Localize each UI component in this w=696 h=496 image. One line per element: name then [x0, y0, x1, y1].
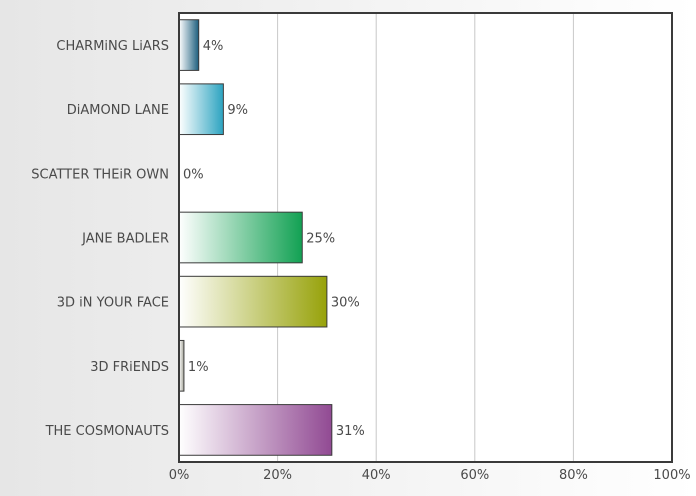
x-tick-label: 80% [559, 468, 588, 483]
x-tick-label: 0% [169, 468, 190, 483]
x-tick-label: 60% [460, 468, 489, 483]
gridlines [277, 13, 574, 462]
value-label: 0% [183, 167, 204, 182]
bar [178, 211, 303, 264]
category-label: DiAMOND LANE [67, 103, 169, 118]
category-label: JANE BADLER [81, 232, 169, 247]
category-label: 3D iN YOUR FACE [57, 296, 169, 311]
bar [178, 275, 328, 328]
bar [178, 83, 224, 136]
x-tick-label: 20% [263, 468, 292, 483]
value-labels: 4% 9% 0% 25% 30% 1% 31% [183, 39, 365, 439]
value-label: 9% [227, 103, 248, 118]
plot-frame [178, 12, 673, 463]
x-axis-ticks: 0% 20% 40% 60% 80% 100% [169, 468, 691, 483]
value-label: 31% [336, 424, 365, 439]
category-label: THE COSMONAUTS [45, 424, 169, 439]
bar [178, 19, 200, 71]
bar [178, 404, 333, 456]
category-label: 3D FRiENDS [90, 360, 169, 375]
value-label: 25% [306, 232, 335, 247]
category-labels: CHARMiNG LiARS DiAMOND LANE SCATTER THEiR … [31, 39, 169, 439]
value-label: 30% [331, 296, 360, 311]
value-label: 4% [203, 39, 224, 54]
x-tick-label: 100% [653, 468, 690, 483]
value-label: 1% [188, 360, 209, 375]
bars [178, 19, 333, 456]
category-label: CHARMiNG LiARS [56, 39, 169, 54]
category-label: SCATTER THEiR OWN [31, 167, 169, 182]
x-tick-label: 40% [362, 468, 391, 483]
